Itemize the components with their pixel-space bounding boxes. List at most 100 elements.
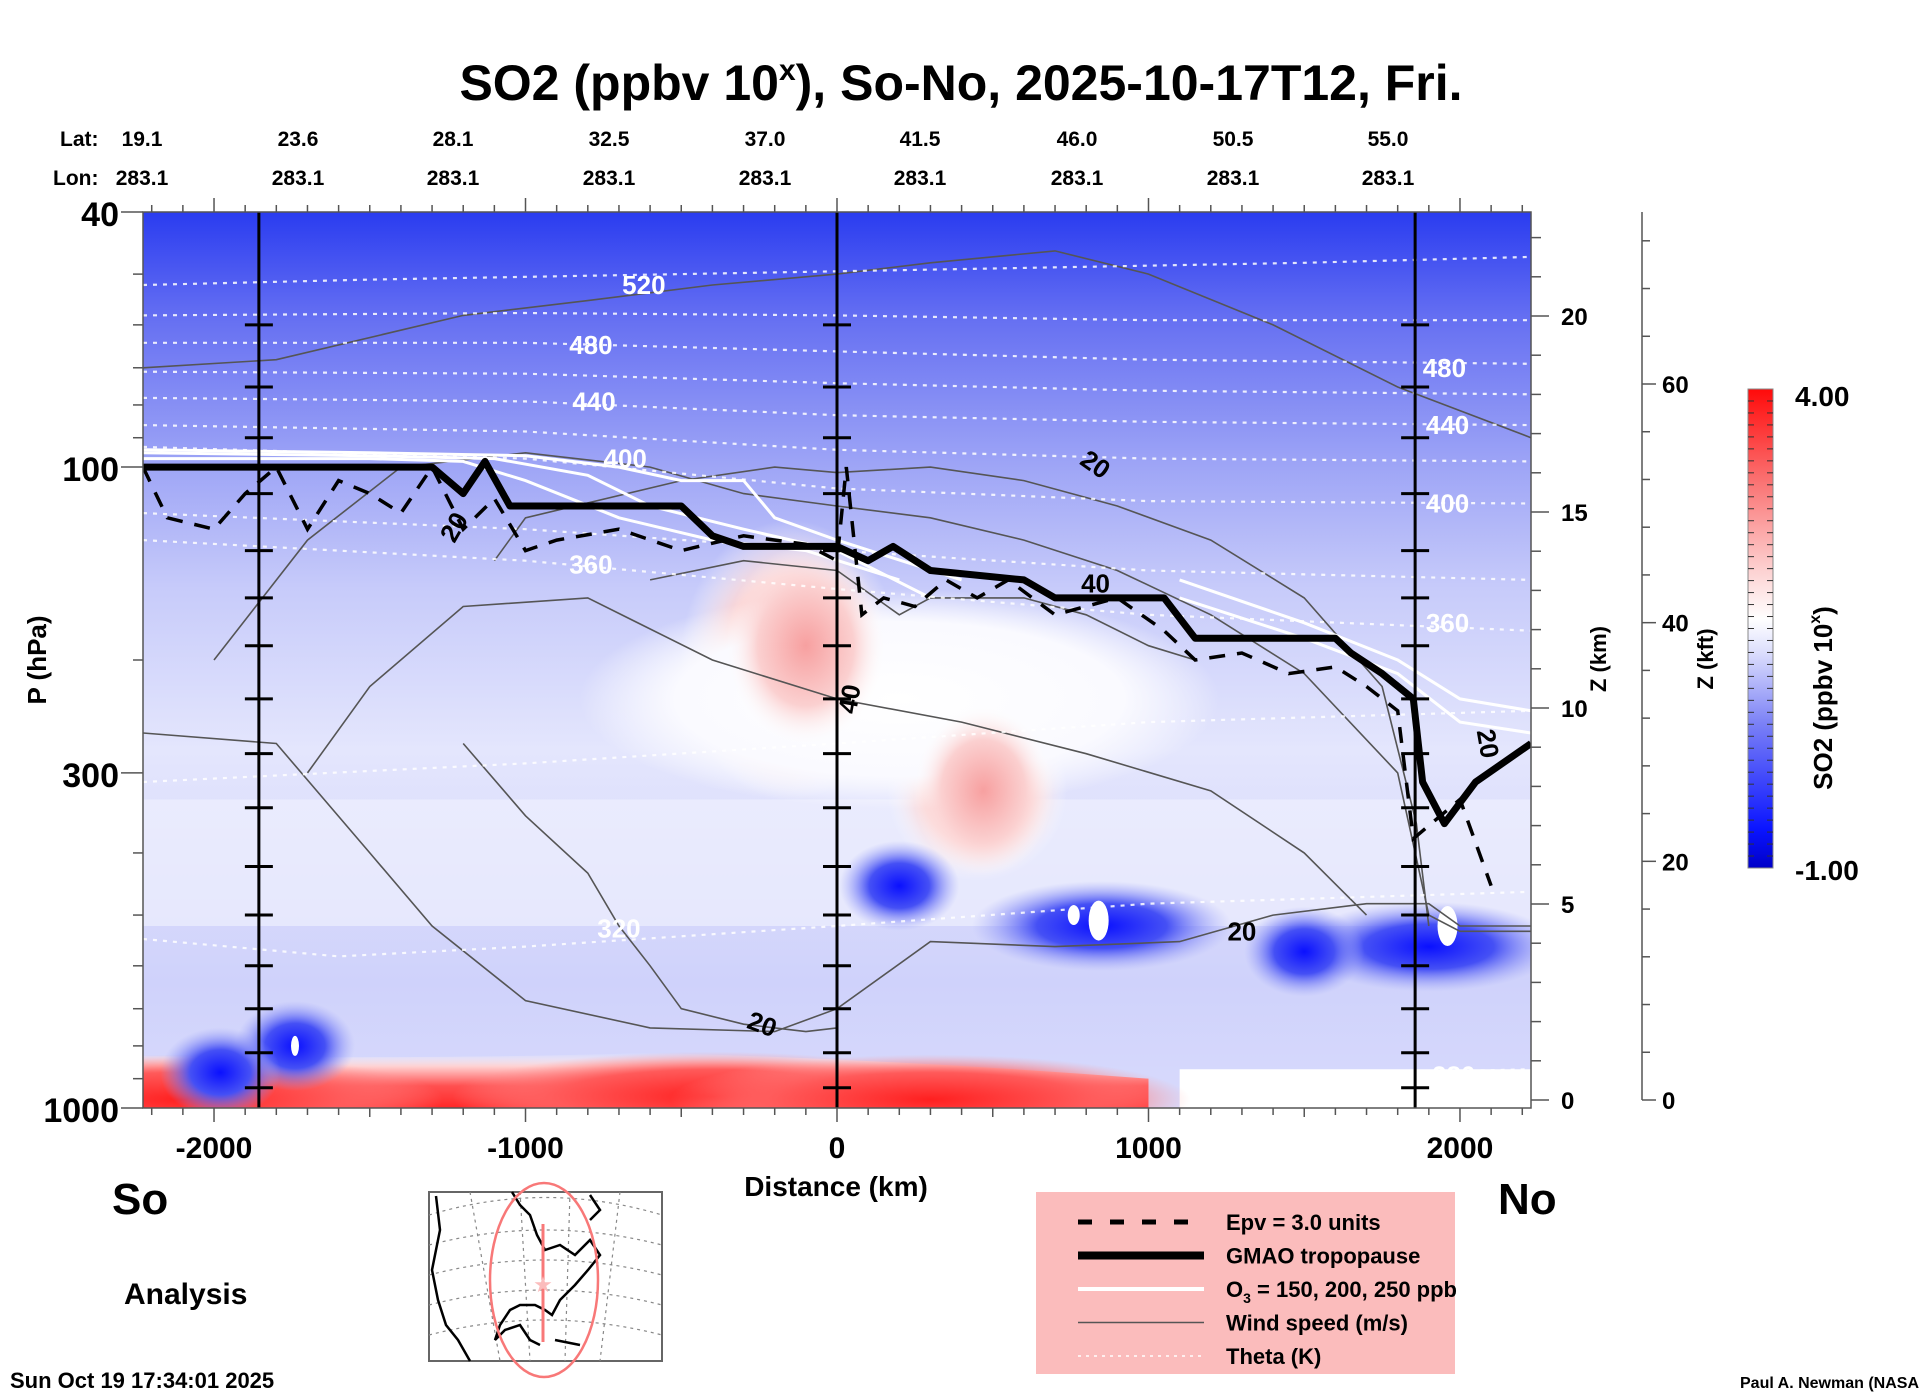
- credit: Paul A. Newman (NASA: [1740, 1375, 1919, 1392]
- theta-contour-label: 480: [569, 330, 612, 360]
- wind-contour-line: [462, 742, 838, 1033]
- map-range-circle: [488, 1181, 600, 1379]
- lat-value: 46.0: [1057, 128, 1098, 151]
- theta-contour-label: 360: [1426, 608, 1469, 638]
- theta-contour-label: 400: [1426, 489, 1469, 519]
- legend-label: GMAO tropopause: [1226, 1244, 1420, 1269]
- epv-contour-line: [143, 463, 1493, 887]
- y-axis-title: P (hPa): [22, 615, 52, 704]
- theta-contour-label: 360: [569, 550, 612, 580]
- lat-label: Lat:: [60, 128, 99, 151]
- so2-missing-data-region: [1179, 1069, 1531, 1108]
- north-label: No: [1498, 1175, 1557, 1224]
- timestamp: Sun Oct 19 17:34:01 2025: [10, 1368, 274, 1393]
- theta-contour-line: [143, 396, 1531, 427]
- axes: -2000 -1000 0 1000 2000 40 100 300 1000 0 5 10 15 20 0…: [43, 196, 1688, 1165]
- lon-value: 283.1: [427, 167, 480, 190]
- map-frame: [428, 1191, 663, 1362]
- z-kft-tick-label: 60: [1662, 372, 1689, 399]
- so2-field-features: [143, 520, 1531, 1108]
- lon-value: 283.1: [1207, 167, 1260, 190]
- so2-feature-high: [670, 1054, 1191, 1108]
- z-kft-tick-label: 0: [1662, 1088, 1675, 1115]
- so2-white-spot: [1437, 905, 1458, 946]
- x-tick-label: -1000: [487, 1132, 564, 1165]
- theta-contour-line: [1210, 1068, 1531, 1080]
- lat-value: 19.1: [122, 128, 163, 151]
- x-tick-label: 1000: [1115, 1132, 1182, 1165]
- wind-contour-label: 20: [1471, 727, 1506, 761]
- lon-value: 283.1: [1051, 167, 1104, 190]
- theta-contour-line: [143, 890, 1531, 958]
- y-tick-label: 1000: [43, 1092, 119, 1130]
- x-tick-label: 0: [829, 1132, 846, 1165]
- lat-value: 41.5: [900, 128, 941, 151]
- so2-feature-low: [1244, 906, 1365, 997]
- theta-contour-line: [143, 311, 1531, 322]
- legend: Epv = 3.0 units GMAO tropopause O3 = 150, …: [1036, 1192, 1457, 1374]
- y-tick-label: 40: [81, 196, 119, 234]
- lat-value: 55.0: [1368, 128, 1409, 151]
- ozone-contour-line: [1179, 596, 1531, 735]
- legend-box: [1036, 1192, 1455, 1374]
- theta-contour-label: 400: [603, 444, 646, 474]
- wind-contour-line: [143, 732, 1531, 1033]
- so2-pink-region: [725, 545, 886, 746]
- plot-area: 520 480 480 440 440 400 400 360 360 320 280 20 20 40 4…: [142, 211, 1532, 1109]
- theta-contour-label: 440: [572, 386, 615, 416]
- theta-contour-label: 320: [597, 914, 640, 944]
- wind-contour-label: 40: [1081, 569, 1110, 599]
- so2-feature-low: [839, 840, 960, 931]
- map-center-star: ★: [533, 1272, 553, 1297]
- z-kft-tick-label: 20: [1662, 849, 1689, 876]
- x-tick-label: -2000: [176, 1132, 253, 1165]
- so2-white-spot: [1067, 905, 1080, 926]
- lon-value: 283.1: [739, 167, 792, 190]
- map-coastlines: [430, 1191, 602, 1362]
- x-axis-title: Distance (km): [744, 1171, 928, 1202]
- z-km-axis-title: Z (km): [1586, 626, 1611, 692]
- legend-label: Epv = 3.0 units: [1226, 1210, 1381, 1235]
- wind-contour-label: 20: [1227, 916, 1256, 946]
- z-km-tick-label: 15: [1561, 500, 1588, 527]
- ozone-contour-line: [143, 448, 963, 582]
- top-lat-lon-labels: Lat: Lon: 19.1 283.1 23.6 283.1 28.1 283.1 32.5 2…: [53, 128, 1415, 190]
- wind-contour-label: 40: [832, 682, 867, 716]
- theta-contour-line: [143, 341, 1531, 365]
- lon-value: 283.1: [272, 167, 325, 190]
- so2-feature-low: [160, 1027, 281, 1108]
- legend-label: O3 = 150, 200, 250 ppb: [1226, 1277, 1457, 1306]
- colorbar: 4.00 -1.00 SO2 (ppbv 10x): [1747, 381, 1859, 886]
- theta-contour-label: 440: [1426, 410, 1469, 440]
- lon-label: Lon:: [53, 167, 98, 190]
- lon-value: 283.1: [1362, 167, 1415, 190]
- theta-contour-label: 480: [1423, 353, 1466, 383]
- theta-contour-line: [143, 370, 1531, 396]
- ozone-contours: [143, 448, 1531, 735]
- chart-title: SO2 (ppbv 10x), So-No, 2025-10-17T12, Fr…: [459, 54, 1462, 111]
- south-label: So: [112, 1175, 168, 1224]
- inset-map: ★: [428, 1181, 663, 1379]
- analysis-label: Analysis: [124, 1278, 247, 1311]
- theta-contour-line: [143, 424, 1531, 463]
- z-kft-axis-title: Z (kft): [1693, 628, 1718, 689]
- so2-white-spot: [1088, 900, 1109, 941]
- y-tick-label: 100: [62, 451, 119, 489]
- theta-contours: [143, 255, 1531, 1080]
- colorbar-max-label: 4.00: [1795, 381, 1850, 412]
- ozone-contour-line: [1179, 578, 1531, 713]
- so2-white-region: [579, 588, 1220, 809]
- wind-contour-line: [143, 250, 1531, 439]
- lon-value: 283.1: [894, 167, 947, 190]
- y-tick-label: 300: [62, 757, 119, 795]
- lat-value: 28.1: [433, 128, 474, 151]
- z-km-tick-label: 0: [1561, 1088, 1574, 1115]
- lat-value: 23.6: [278, 128, 319, 151]
- theta-contour-label: 280: [1432, 1061, 1475, 1091]
- z-kft-tick-label: 40: [1662, 611, 1689, 638]
- lat-value: 50.5: [1213, 128, 1254, 151]
- z-km-tick-label: 10: [1561, 696, 1588, 723]
- theta-contour-label: 520: [622, 270, 665, 300]
- lat-value: 37.0: [745, 128, 786, 151]
